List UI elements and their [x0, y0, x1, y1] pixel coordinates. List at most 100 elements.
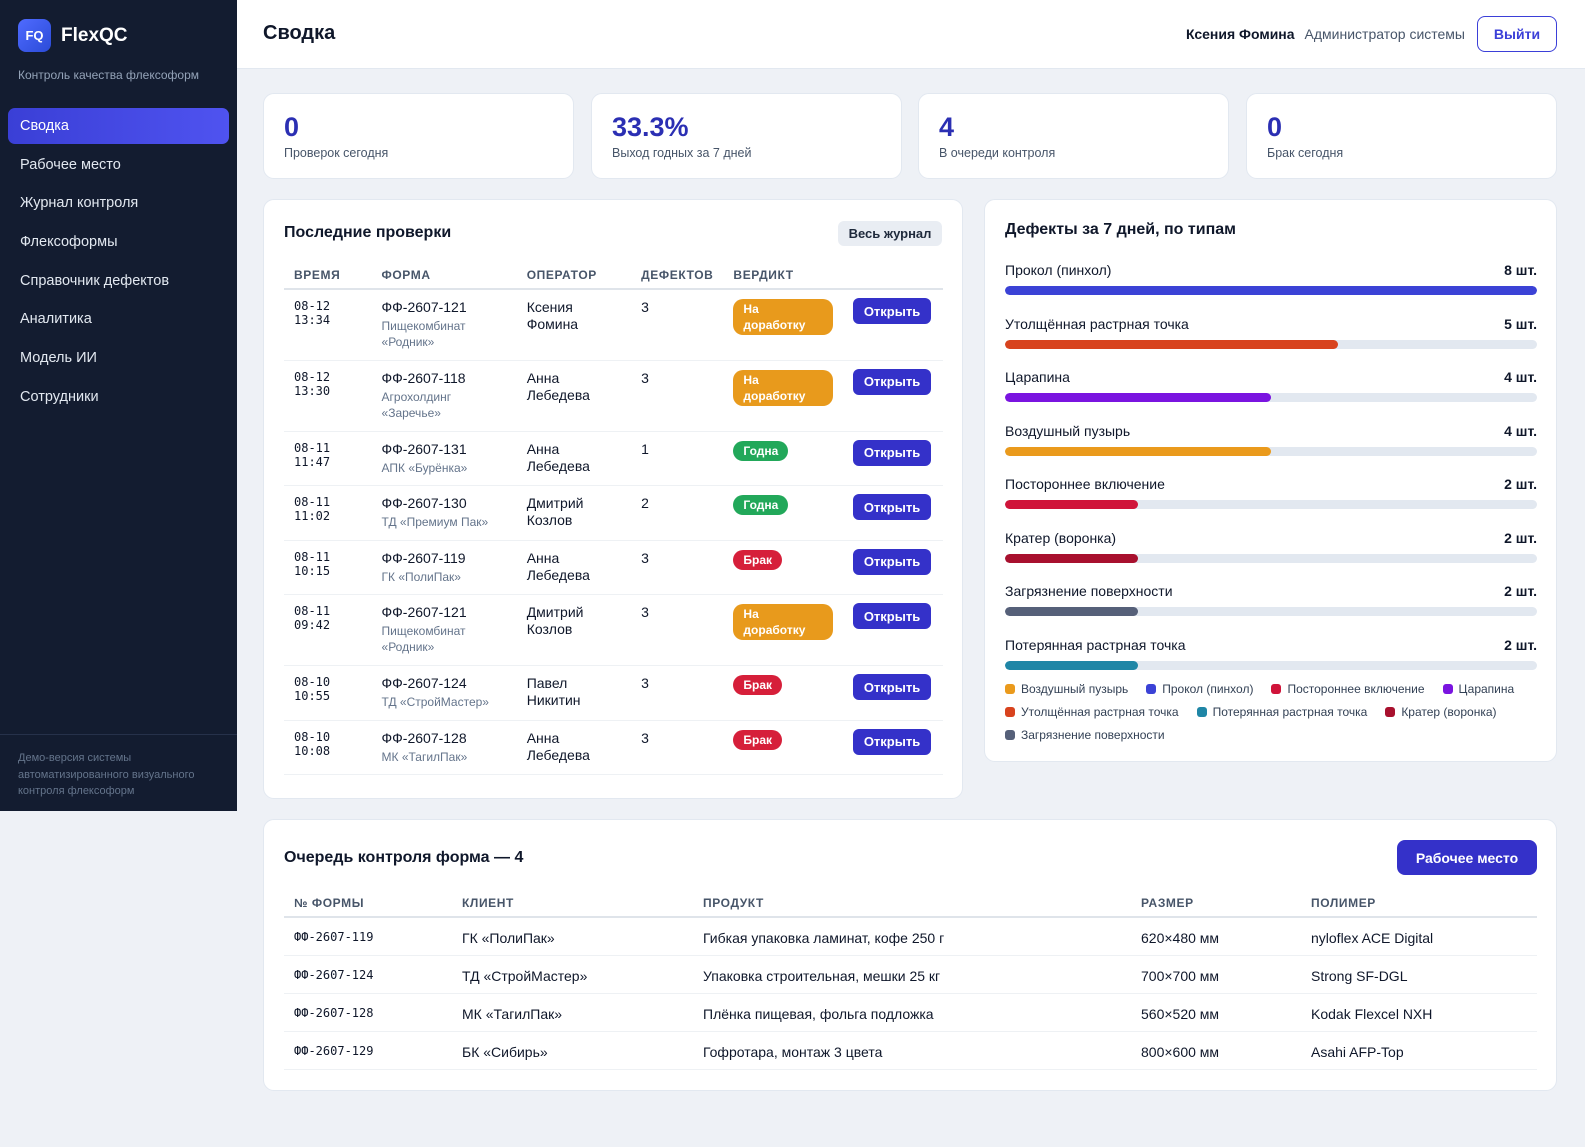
bar-track [1005, 553, 1537, 563]
col-product[interactable]: ПРОДУКТ [693, 889, 1131, 918]
full-log-button[interactable]: Весь журнал [838, 221, 942, 246]
legend-item: Утолщённая растрная точка [1005, 704, 1179, 719]
table-row[interactable]: 08-12 13:30 ФФ-2607-118 Агрохолдинг «Заречь… [284, 360, 943, 432]
kpi-value: 33.3% [612, 112, 689, 142]
table-row[interactable]: ФФ-2607-124 ТД «СтройМастер» Упаковка стро… [284, 955, 1537, 994]
client-name: Агрохолдинг «Заречье» [381, 389, 452, 420]
open-button[interactable]: Открыть [853, 728, 932, 755]
cell-operator: Павел Никитин [516, 665, 632, 721]
cell-polymer: nyloflex ACE Digital [1301, 917, 1537, 956]
operator-first-name: Анна [526, 549, 560, 566]
bar-count-label: 2 шт. [1504, 636, 1537, 653]
cell-polymer: Strong SF-DGL [1301, 955, 1537, 994]
app-tagline: Контроль качества флексоформ [18, 68, 200, 82]
cell-product: Гибкая упаковка ламинат, кофе 250 г [693, 917, 1131, 956]
client-name: Пищекомбинат «Родник» [381, 319, 466, 349]
operator-last-name: Никитин [526, 692, 581, 708]
table-row[interactable]: ФФ-2607-129 БК «Сибирь» Гофротара, монтаж … [284, 1031, 1537, 1070]
cell-actions: Открыть [843, 289, 943, 361]
legend-item: Воздушный пузырь [1005, 681, 1128, 696]
bar-label: Прокол (пинхол) [1005, 262, 1112, 278]
table-row[interactable]: 08-10 10:55 ФФ-2607-124 ТД «СтройМастер» Пав… [284, 665, 943, 721]
col-client[interactable]: КЛИЕНТ [452, 889, 693, 918]
open-button[interactable]: Открыть [853, 439, 932, 466]
form-id: ФФ-2607-121 [381, 604, 467, 620]
open-button[interactable]: Открыть [853, 548, 932, 575]
table-row[interactable]: 08-12 13:34 ФФ-2607-121 Пищекомбинат «Родни… [284, 289, 943, 361]
table-row[interactable]: 08-11 10:15 ФФ-2607-119 ГК «ПолиПак» Анна Леб… [284, 540, 943, 595]
cell-operator: Анна Лебедева [516, 431, 632, 486]
workplace-button[interactable]: Рабочее место [1397, 840, 1537, 875]
queue-card: Очередь контроля форма — 4 Рабочее место… [263, 819, 1557, 1091]
bar-label: Кратер (воронка) [1005, 529, 1117, 546]
cell-polymer: Kodak Flexcel NXH [1301, 993, 1537, 1032]
bar-track [1005, 500, 1537, 509]
legend-item: Прокол (пинхол) [1146, 681, 1253, 696]
bar-mark [1005, 339, 1338, 349]
queue-table: № ФОРМЫ КЛИЕНТ ПРОДУКТ РАЗМЕР ПОЛИМЕР ФФ… [284, 889, 1537, 1070]
cell-time: 08-11 10:15 [284, 540, 372, 595]
col-time[interactable]: ВРЕМЯ [284, 261, 372, 290]
open-button[interactable]: Открыть [853, 298, 932, 324]
top-header: Сводка Ксения Фомина Администратор систе… [237, 0, 1585, 69]
sidebar-item-flexoforms[interactable]: Флексоформы [20, 234, 118, 251]
sidebar-item-control-log[interactable]: Журнал контроля [20, 195, 139, 212]
operator-last-name: Козлов [526, 512, 573, 528]
app-logo[interactable]: FQ FlexQC [18, 19, 128, 52]
cell-operator: Дмитрий Козлов [516, 594, 632, 666]
recent-checks-body: 08-12 13:34 ФФ-2607-121 Пищекомбинат «Родни… [284, 289, 943, 775]
cell-time: 08-11 11:47 [284, 431, 372, 486]
table-row[interactable]: 08-10 10:08 ФФ-2607-128 МК «ТагилПак» Анна Ле… [284, 720, 943, 775]
sidebar-item-summary[interactable]: Сводка [8, 108, 229, 144]
bar-count-label: 4 шт. [1504, 369, 1537, 385]
legend-swatch-icon [1442, 683, 1453, 694]
col-defects[interactable]: ДЕФЕКТОВ [631, 261, 724, 290]
sidebar-item-ai-model[interactable]: Модель ИИ [20, 350, 97, 367]
client-name: АПК «Бурёнка» [381, 460, 468, 475]
cell-operator: Анна Лебедева [516, 360, 632, 432]
verdict-badge: Годна [733, 440, 789, 461]
table-row[interactable]: 08-11 09:42 ФФ-2607-121 Пищекомбинат «Родни… [284, 594, 943, 666]
col-operator[interactable]: ОПЕРАТОР [516, 261, 632, 290]
bar-mark [1005, 660, 1138, 670]
col-size[interactable]: РАЗМЕР [1131, 889, 1301, 918]
logout-button[interactable]: Выйти [1477, 16, 1557, 52]
cell-verdict: Брак [723, 665, 844, 721]
kpi-rejects-today: 0 Брак сегодня [1246, 93, 1557, 179]
table-row[interactable]: ФФ-2607-128 МК «ТагилПак» Плёнка пищевая, … [284, 993, 1537, 1032]
bar-row: Постороннее включение 2 шт. [1005, 476, 1537, 530]
cell-size: 800×600 мм [1131, 1031, 1301, 1070]
col-polymer[interactable]: ПОЛИМЕР [1301, 889, 1537, 918]
cell-actions: Открыть [843, 431, 943, 486]
cell-verdict: Брак [723, 540, 844, 595]
bar-track [1005, 446, 1537, 456]
open-button[interactable]: Открыть [853, 674, 932, 700]
col-form[interactable]: ФОРМА [371, 261, 517, 290]
col-form-no[interactable]: № ФОРМЫ [284, 889, 452, 918]
form-id: ФФ-2607-121 [381, 299, 467, 315]
bar-count-label: 2 шт. [1504, 529, 1537, 546]
table-row[interactable]: 08-11 11:47 ФФ-2607-131 АПК «Бурёнка» Анна Ле… [284, 431, 943, 486]
cell-form: ФФ-2607-130 ТД «Премиум Пак» [371, 485, 517, 541]
open-button[interactable]: Открыть [853, 603, 932, 629]
bar-mark [1005, 446, 1271, 456]
client-name: ГК «ПолиПак» [381, 569, 461, 584]
sidebar-item-employees[interactable]: Сотрудники [20, 388, 99, 405]
cell-form: ФФ-2607-124 ТД «СтройМастер» [371, 665, 517, 721]
sidebar-item-defect-catalog[interactable]: Справочник дефектов [20, 272, 170, 289]
check-time: 11:02 [294, 509, 331, 523]
verdict-badge: На доработку [733, 369, 834, 406]
sidebar-item-analytics[interactable]: Аналитика [20, 311, 92, 328]
operator-first-name: Павел [526, 675, 568, 691]
bar-track [1005, 607, 1537, 616]
bar-track [1005, 286, 1537, 295]
open-button[interactable]: Открыть [853, 494, 932, 520]
table-row[interactable]: 08-11 11:02 ФФ-2607-130 ТД «Премиум Пак» Дми… [284, 485, 943, 541]
bar-row: Царапина 4 шт. [1005, 369, 1537, 423]
table-row[interactable]: ФФ-2607-119 ГК «ПолиПак» Гибкая упаковка л… [284, 917, 1537, 956]
sidebar-item-workplace[interactable]: Рабочее место [20, 156, 121, 173]
bar-mark [1005, 286, 1537, 295]
cell-time: 08-12 13:34 [284, 289, 372, 361]
open-button[interactable]: Открыть [853, 368, 932, 395]
col-verdict[interactable]: ВЕРДИКТ [723, 261, 844, 290]
